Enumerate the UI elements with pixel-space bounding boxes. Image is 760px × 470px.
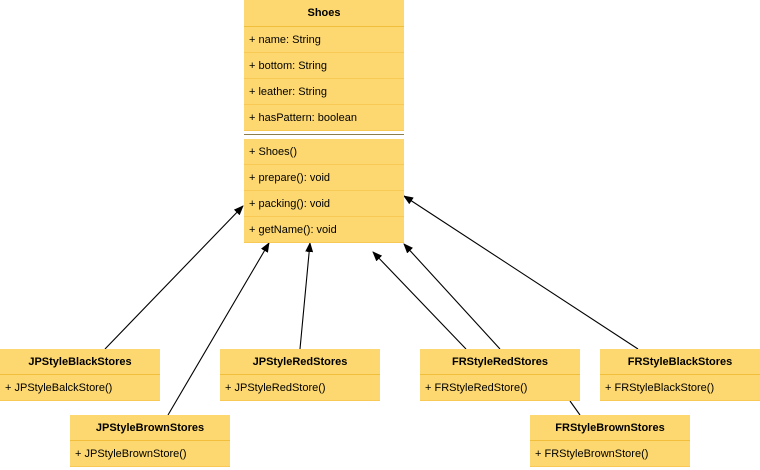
arrow-fr-red-to-shoes <box>403 243 501 350</box>
attribute-haspattern: + hasPattern: boolean <box>244 105 404 131</box>
method-getname: + getName(): void <box>244 217 404 243</box>
method-fr-style-black-store: + FRStyleBlackStore() <box>600 375 760 401</box>
class-fr-style-black-stores[interactable]: FRStyleBlackStores + FRStyleBlackStore() <box>600 349 760 401</box>
class-fr-style-brown-stores[interactable]: FRStyleBrownStores + FRStyleBrownStore() <box>530 415 690 467</box>
class-jp-style-red-stores[interactable]: JPStyleRedStores + JPStyleRedStore() <box>220 349 380 401</box>
method-packing: + packing(): void <box>244 191 404 217</box>
class-jp-style-red-stores-title: JPStyleRedStores <box>220 349 380 375</box>
method-fr-style-red-store: + FRStyleRedStore() <box>420 375 580 401</box>
attribute-leather: + leather: String <box>244 79 404 105</box>
arrow-fr-black-to-shoes <box>403 195 639 350</box>
method-fr-style-brown-store: + FRStyleBrownStore() <box>530 441 690 467</box>
connector-fr-brown-to-fr-red <box>569 400 581 416</box>
method-jp-style-black-store: + JPStyleBalckStore() <box>0 375 160 401</box>
attribute-name: + name: String <box>244 27 404 53</box>
class-fr-style-red-stores[interactable]: FRStyleRedStores + FRStyleRedStore() <box>420 349 580 401</box>
class-fr-style-black-stores-title: FRStyleBlackStores <box>600 349 760 375</box>
attribute-bottom: + bottom: String <box>244 53 404 79</box>
class-jp-style-black-stores[interactable]: JPStyleBlackStores + JPStyleBalckStore() <box>0 349 160 401</box>
class-jp-style-black-stores-title: JPStyleBlackStores <box>0 349 160 375</box>
method-shoes: + Shoes() <box>244 139 404 165</box>
method-prepare: + prepare(): void <box>244 165 404 191</box>
method-jp-style-brown-store: + JPStyleBrownStore() <box>70 441 230 467</box>
class-shoes[interactable]: Shoes + name: String + bottom: String + … <box>244 0 404 243</box>
class-jp-style-brown-stores[interactable]: JPStyleBrownStores + JPStyleBrownStore() <box>70 415 230 467</box>
class-fr-style-brown-stores-title: FRStyleBrownStores <box>530 415 690 441</box>
class-shoes-divider <box>244 131 404 139</box>
arrow-fr-brown-to-shoes <box>372 251 467 350</box>
class-shoes-title: Shoes <box>244 0 404 27</box>
arrow-jp-red-to-shoes <box>299 242 314 350</box>
class-jp-style-brown-stores-title: JPStyleBrownStores <box>70 415 230 441</box>
method-jp-style-red-store: + JPStyleRedStore() <box>220 375 380 401</box>
arrow-jp-black-to-shoes <box>104 205 244 350</box>
class-fr-style-red-stores-title: FRStyleRedStores <box>420 349 580 375</box>
